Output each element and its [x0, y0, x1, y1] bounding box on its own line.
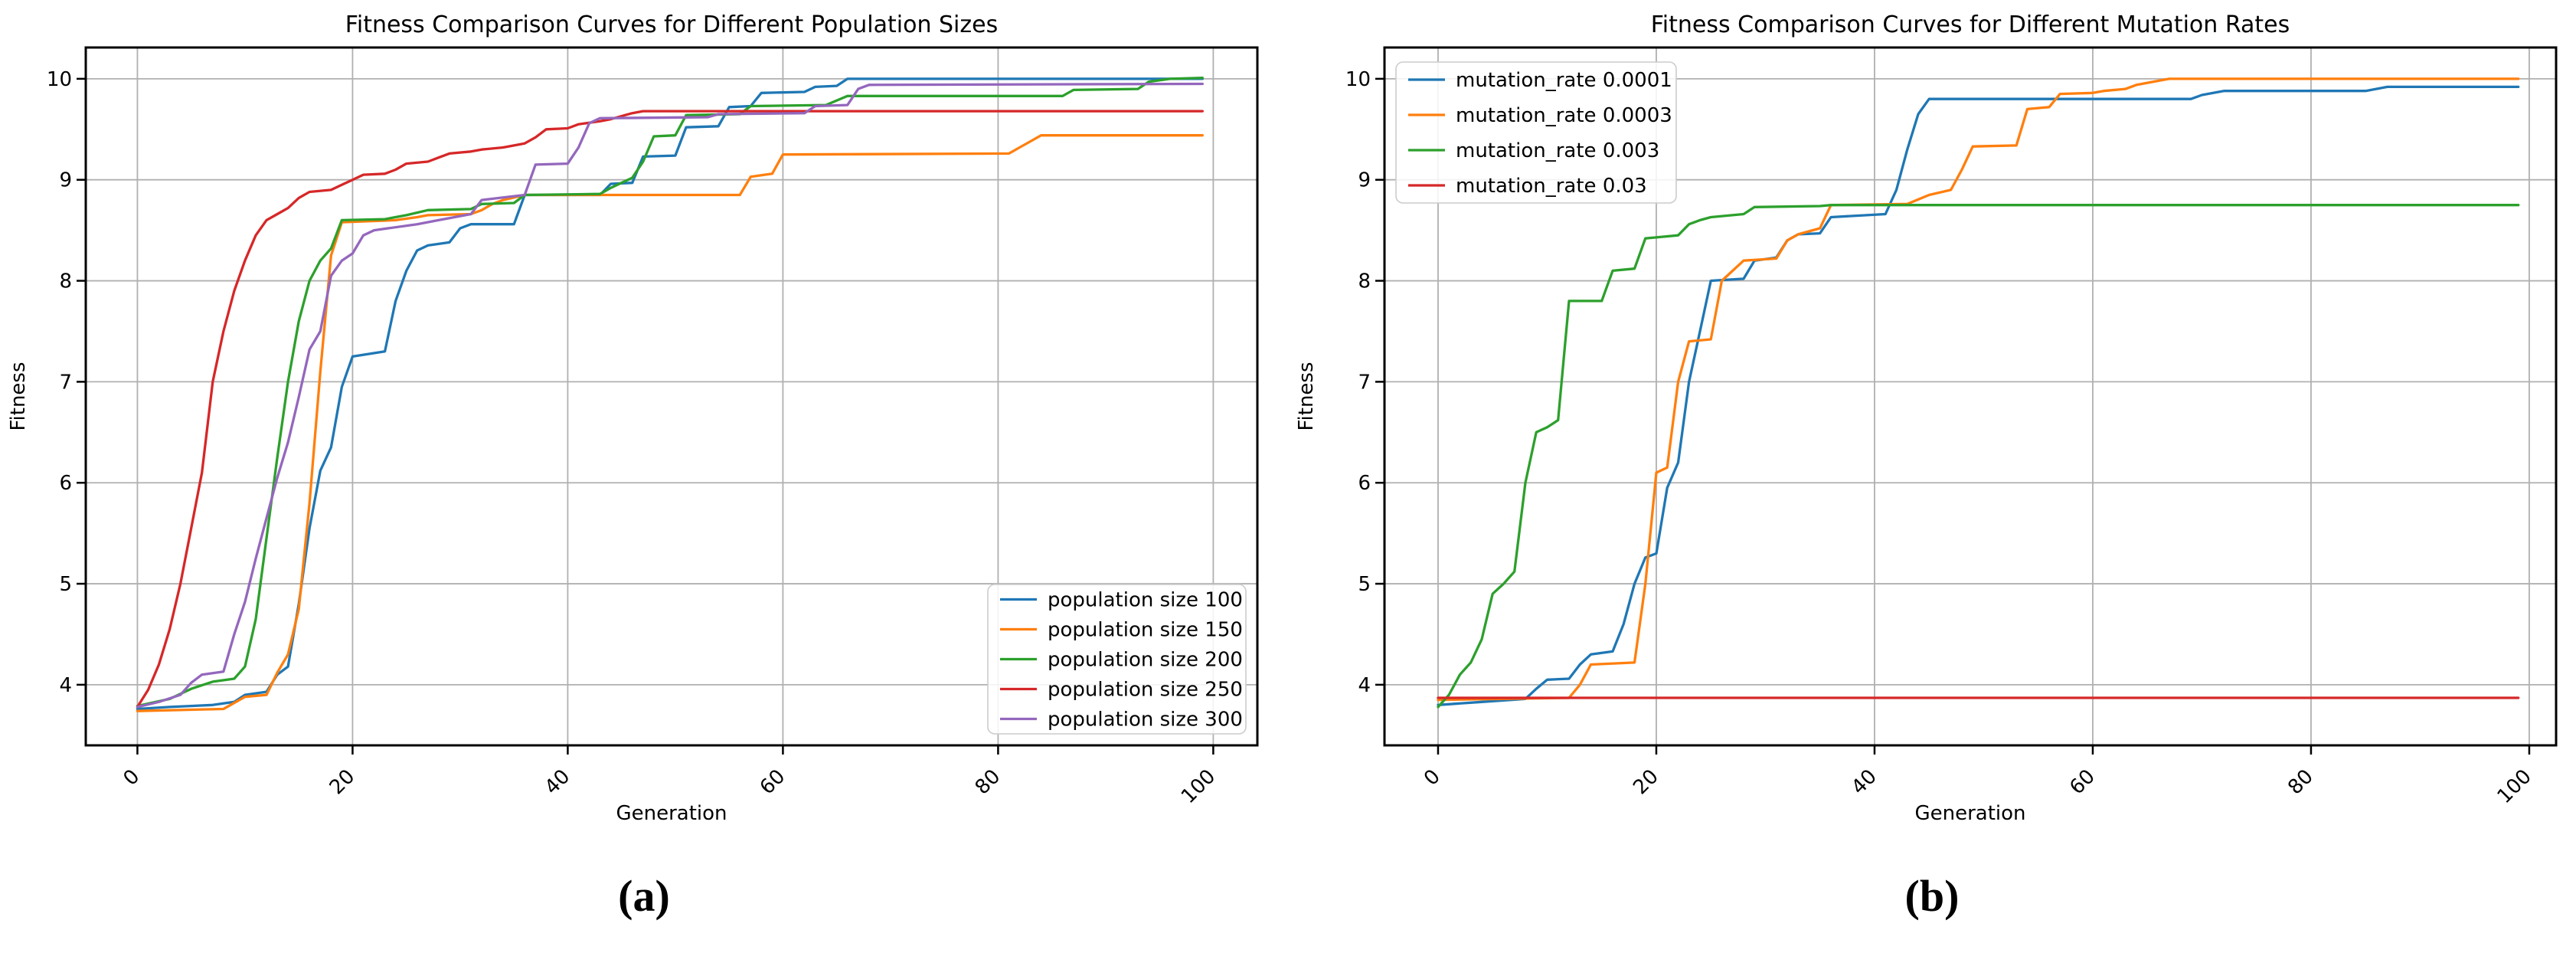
- series-line-population-size-200: [136, 76, 1204, 708]
- x-axis-label: Generation: [616, 802, 727, 825]
- legend-label-mutation-rate-0.03: mutation_rate 0.03: [1456, 175, 1647, 198]
- series-line-population-size-250: [136, 110, 1204, 709]
- series-line-mutation-rate-0.0001: [1437, 85, 2520, 706]
- y-tick-label: 7: [59, 371, 72, 394]
- series-line-mutation-rate-0.0003: [1437, 77, 2520, 702]
- y-tick-label: 5: [1358, 573, 1371, 596]
- y-tick-label: 6: [59, 472, 72, 495]
- caption-a: (a): [0, 870, 1288, 922]
- y-tick-label: 6: [1358, 472, 1371, 495]
- figure-a: 0 20 40 60 80 100 4 5 6 7 8 9 10 Fitness Comparison C…: [0, 0, 1288, 922]
- y-tick-label: 7: [1358, 371, 1371, 394]
- figure-b: 0 20 40 60 80 100 4 5 6 7 8 9 10 Fitness Comparison C…: [1288, 0, 2576, 956]
- y-tick-label: 9: [1358, 169, 1371, 192]
- y-tick-label: 5: [59, 573, 72, 596]
- y-tick-label: 4: [59, 674, 72, 697]
- y-axis-label: Fitness: [7, 362, 30, 431]
- y-tick-label: 10: [47, 68, 72, 91]
- legend-label-mutation-rate-0.0003: mutation_rate 0.0003: [1456, 104, 1672, 127]
- legend-box: [987, 584, 1247, 735]
- chart-title: Fitness Comparison Curves for Different …: [1651, 11, 2290, 38]
- y-tick-label: 8: [59, 270, 72, 293]
- y-axis-label: Fitness: [1295, 362, 1318, 431]
- caption-a-label: (a): [618, 871, 670, 921]
- legend-label-population-size-100: population size 100: [1048, 589, 1243, 612]
- y-tick-label: 10: [1345, 68, 1371, 91]
- series-line-population-size-300: [136, 82, 1204, 709]
- legend-box: [1395, 61, 1677, 204]
- legend-label-population-size-150: population size 150: [1048, 619, 1243, 642]
- legend-label-population-size-200: population size 200: [1048, 649, 1243, 672]
- y-tick-label: 9: [59, 169, 72, 192]
- caption-b-label: (b): [1904, 871, 1960, 921]
- caption-b: (b): [1288, 870, 2576, 922]
- legend-label-mutation-rate-0.0001: mutation_rate 0.0001: [1456, 69, 1672, 92]
- series-line-population-size-150: [136, 134, 1204, 712]
- legend-label-population-size-300: population size 300: [1048, 709, 1243, 732]
- axes-spines: [1383, 46, 2558, 747]
- series-line-mutation-rate-0.003: [1437, 204, 2520, 709]
- chart-background: [0, 0, 1288, 866]
- legend-label-mutation-rate-0.003: mutation_rate 0.003: [1456, 139, 1659, 162]
- x-axis-label: Generation: [1914, 802, 2025, 825]
- legend-label-population-size-250: population size 250: [1048, 679, 1243, 702]
- y-tick-label: 4: [1358, 674, 1371, 697]
- y-tick-label: 8: [1358, 270, 1371, 293]
- axes-spines: [84, 46, 1259, 747]
- chart-title: Fitness Comparison Curves for Different …: [345, 11, 998, 38]
- series-line-population-size-100: [136, 77, 1204, 711]
